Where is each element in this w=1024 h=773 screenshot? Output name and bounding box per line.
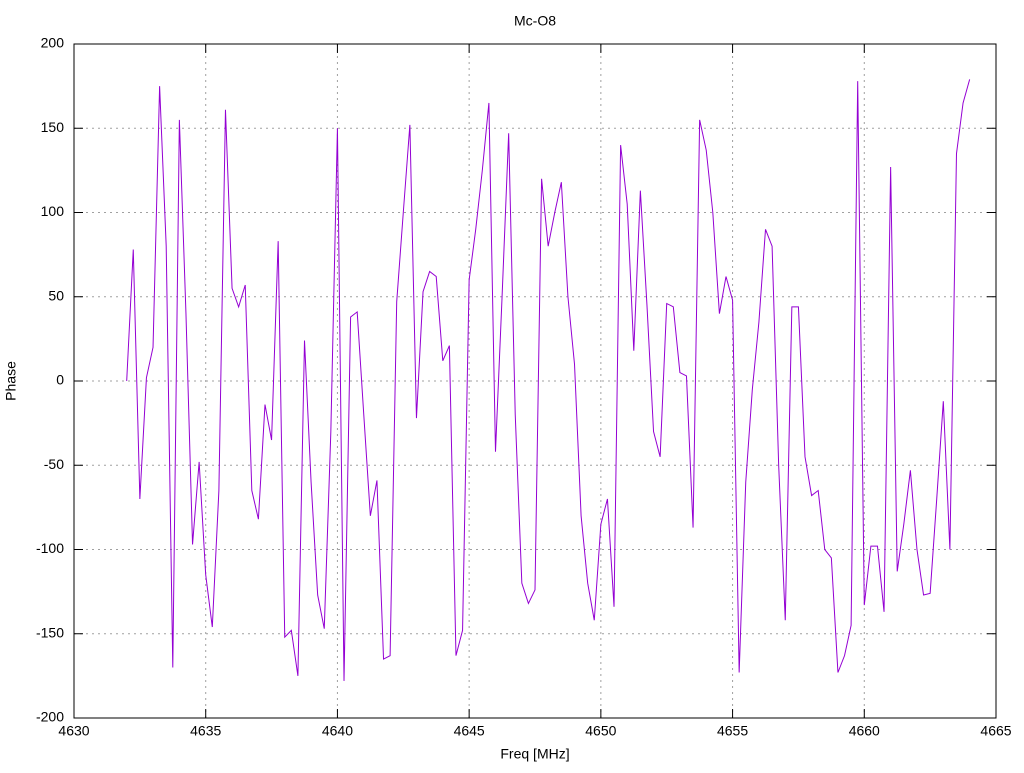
x-tick-label: 4645 (454, 723, 485, 739)
x-tick-label: 4650 (585, 723, 616, 739)
x-axis-label: Freq [MHz] (500, 746, 569, 762)
y-tick-label: -200 (36, 709, 64, 725)
y-tick-label: 150 (41, 119, 65, 135)
chart-title: Mc-O8 (514, 13, 556, 29)
x-tick-label: 4655 (717, 723, 748, 739)
y-tick-label: 200 (41, 35, 65, 51)
y-tick-label: 50 (48, 287, 64, 303)
x-tick-label: 4630 (58, 723, 89, 739)
data-line (126, 79, 971, 681)
x-tick-label: 4665 (980, 723, 1011, 739)
x-tick-label: 4640 (322, 723, 353, 739)
y-axis-label: Phase (3, 361, 19, 401)
y-tick-label: -50 (44, 456, 64, 472)
y-tick-label: 100 (41, 203, 65, 219)
x-tick-label: 4635 (190, 723, 221, 739)
x-tick-label: 4660 (849, 723, 880, 739)
y-tick-label: 0 (56, 372, 64, 388)
y-tick-label: -100 (36, 540, 64, 556)
plot-border (73, 43, 997, 719)
y-tick-label: -150 (36, 624, 64, 640)
